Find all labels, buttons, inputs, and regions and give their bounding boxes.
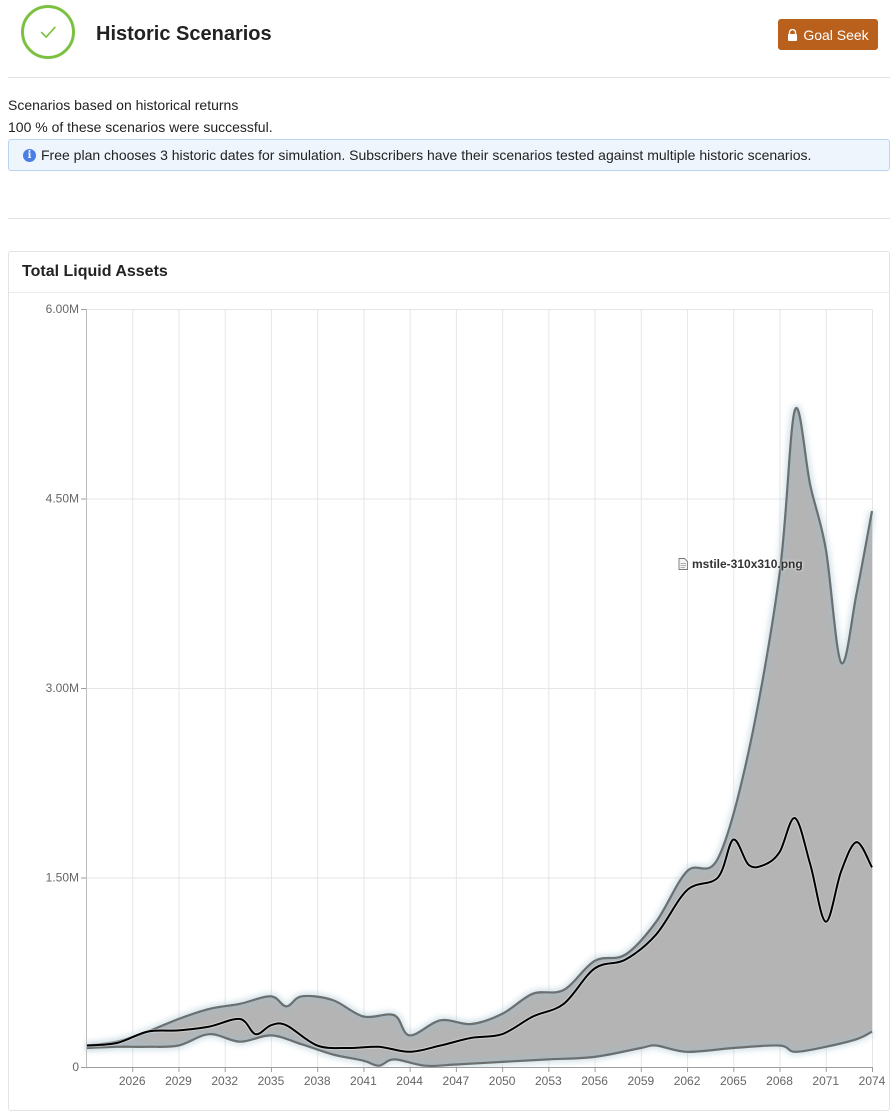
- y-tick-label: 0: [72, 1060, 79, 1074]
- file-label: mstile-310x310.png: [692, 557, 803, 571]
- card-title: Total Liquid Assets: [9, 252, 889, 293]
- x-tick-label: 2050: [489, 1074, 516, 1088]
- x-tick-label: 2032: [211, 1074, 238, 1088]
- x-tick-label: 2029: [165, 1074, 192, 1088]
- checkmark-icon: [40, 26, 56, 38]
- info-icon: i: [23, 148, 36, 162]
- y-tick-label: 4.50M: [46, 492, 79, 506]
- lock-icon: [788, 28, 798, 41]
- file-tooltip: mstile-310x310.png: [678, 557, 803, 571]
- page-header: Historic Scenarios Goal Seek: [8, 0, 890, 78]
- scenario-description: Scenarios based on historical returns: [8, 97, 239, 113]
- x-tick-label: 2068: [766, 1074, 793, 1088]
- x-tick-label: 2074: [859, 1074, 886, 1088]
- x-tick-label: 2053: [535, 1074, 562, 1088]
- x-tick-label: 2044: [396, 1074, 423, 1088]
- upper-bound-line: [85, 406, 874, 1047]
- median-line: [85, 817, 873, 1053]
- lower-bound-line: [85, 1030, 873, 1068]
- y-tick-label: 1.50M: [46, 871, 79, 885]
- success-check-icon: [21, 5, 75, 59]
- x-tick-label: 2038: [304, 1074, 331, 1088]
- notice-text: Free plan chooses 3 historic dates for s…: [41, 147, 812, 163]
- free-plan-notice: i Free plan chooses 3 historic dates for…: [8, 139, 890, 171]
- section-divider: [8, 218, 890, 219]
- goal-seek-label: Goal Seek: [803, 26, 869, 43]
- scenario-range-band: [86, 407, 872, 1066]
- x-tick-label: 2047: [443, 1074, 470, 1088]
- x-tick-label: 2059: [627, 1074, 654, 1088]
- success-rate-text: 100 % of these scenarios were successful…: [8, 119, 273, 135]
- y-tick-label: 6.00M: [46, 302, 79, 316]
- y-tick-label: 3.00M: [46, 681, 79, 695]
- x-tick-label: 2056: [581, 1074, 608, 1088]
- x-tick-label: 2035: [258, 1074, 285, 1088]
- x-tick-label: 2065: [720, 1074, 747, 1088]
- x-tick-label: 2062: [674, 1074, 701, 1088]
- page-title: Historic Scenarios: [96, 23, 272, 45]
- x-tick-label: 2026: [119, 1074, 146, 1088]
- file-icon: [678, 558, 688, 570]
- goal-seek-button[interactable]: Goal Seek: [778, 19, 878, 50]
- x-tick-label: 2041: [350, 1074, 377, 1088]
- x-tick-label: 2071: [812, 1074, 839, 1088]
